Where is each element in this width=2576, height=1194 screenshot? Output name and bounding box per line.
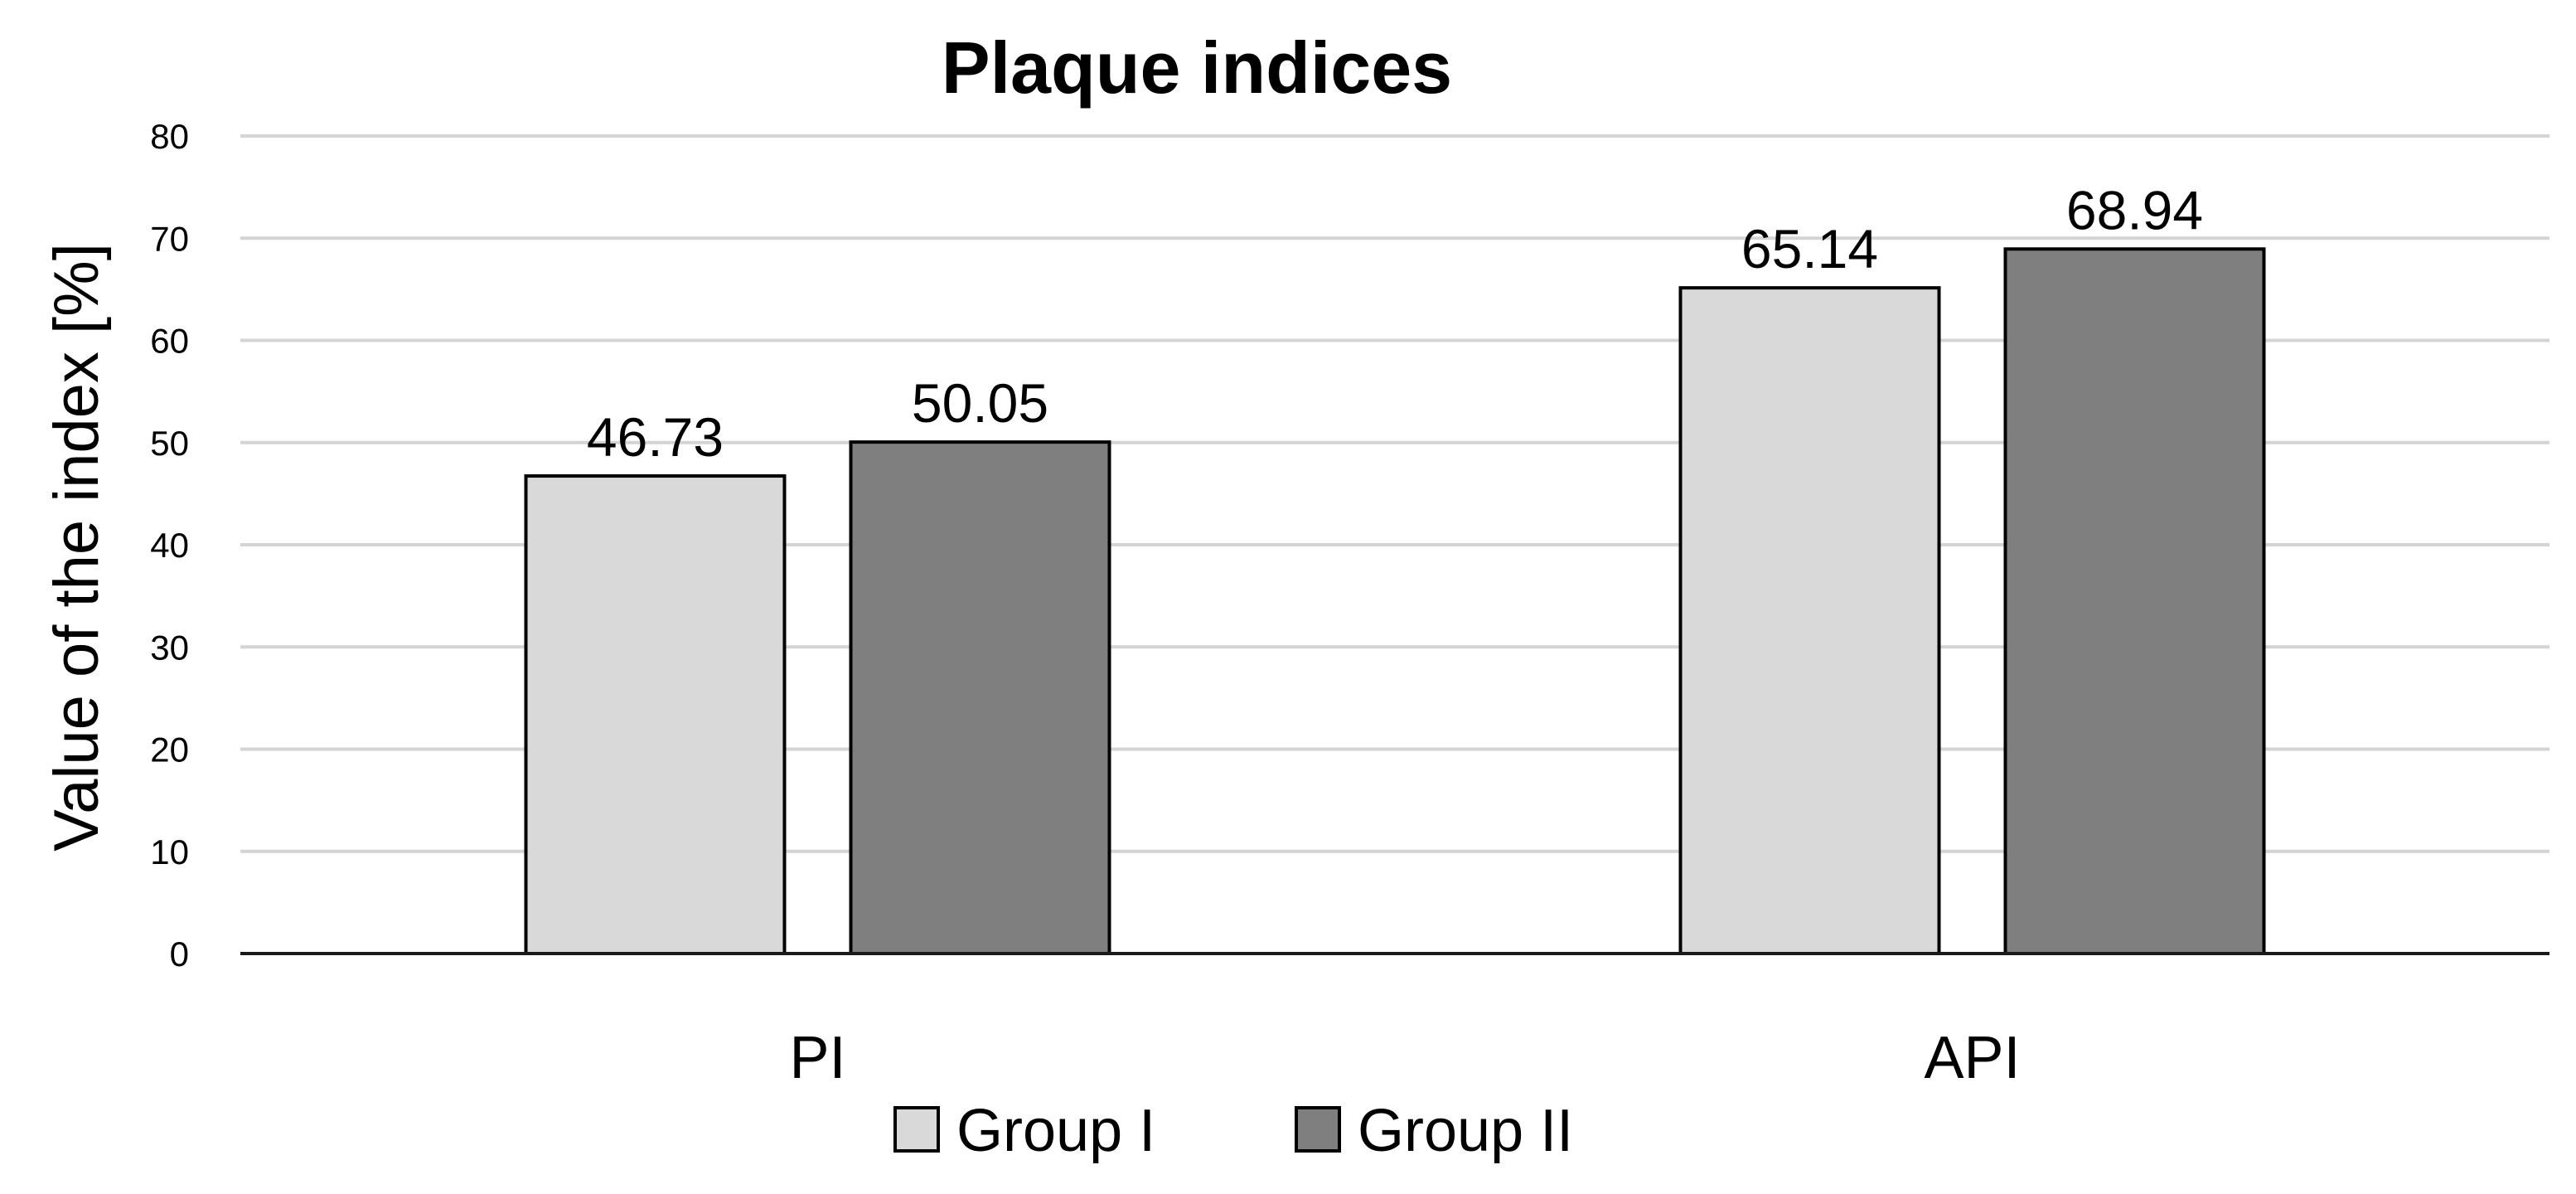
x-category-label: PI [789, 1025, 845, 1091]
bar-pi-series-1 [524, 474, 787, 955]
data-labels: 46.73 50.05 65.14 68.94 [587, 179, 2203, 468]
x-axis-categories: PI API [789, 1025, 2020, 1091]
data-label: 65.14 [1741, 218, 1878, 279]
chart-title: Plaque indices [942, 27, 1452, 109]
legend-swatch [1295, 1106, 1341, 1153]
y-tick-label: 50 [150, 424, 189, 463]
y-axis-label: Value of the index [%] [41, 243, 112, 852]
y-tick-label: 60 [150, 322, 189, 361]
bars [524, 247, 2266, 956]
y-tick-label: 20 [150, 730, 189, 769]
x-category-label: API [1924, 1025, 2020, 1091]
data-label: 68.94 [2066, 179, 2203, 240]
legend-label: Group I [956, 1098, 1155, 1164]
y-tick-label: 10 [150, 832, 189, 871]
y-tick-label: 80 [150, 117, 189, 156]
bar-api-series-2 [2003, 247, 2266, 955]
legend-label: Group II [1358, 1098, 1573, 1164]
bar-api-series-1 [1678, 286, 1941, 956]
data-label: 46.73 [587, 406, 724, 468]
bar-pi-series-2 [849, 440, 1111, 955]
data-label: 50.05 [912, 372, 1048, 434]
y-tick-label: 30 [150, 628, 189, 667]
legend: Group I Group II [893, 1098, 1573, 1164]
legend-swatch [893, 1106, 940, 1153]
y-tick-label: 40 [150, 526, 189, 565]
y-tick-label: 0 [170, 934, 189, 973]
y-axis-ticks: 0 10 20 30 40 50 60 70 80 [150, 117, 189, 973]
y-tick-label: 70 [150, 219, 189, 258]
